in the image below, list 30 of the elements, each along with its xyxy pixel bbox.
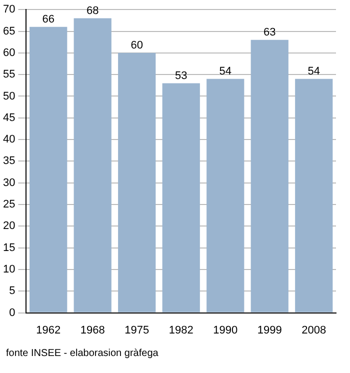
x-tick-label: 1990: [213, 324, 238, 336]
x-tick-label: 1975: [124, 324, 150, 336]
y-tick-label: 30: [2, 176, 16, 189]
y-tick-label: 40: [2, 134, 16, 146]
y-tick-label: 70: [2, 4, 16, 16]
data-label: 66: [42, 13, 54, 26]
y-tick-label: 5: [9, 285, 16, 298]
y-tick-label: 65: [2, 25, 16, 38]
source-note: fonte INSEE - elaborasion gràfega: [5, 348, 160, 359]
y-tick-label: 45: [2, 112, 16, 124]
x-tick-label: 2008: [302, 324, 326, 336]
x-tick-label: 1999: [257, 324, 282, 336]
data-label: 60: [130, 39, 143, 52]
y-tick-label: 10: [2, 264, 16, 276]
x-tick-label: 1962: [36, 324, 61, 336]
y-tick-label: 35: [2, 155, 16, 168]
y-tick-label: 15: [2, 242, 16, 254]
y-tick-label: 20: [2, 220, 16, 232]
data-label: 54: [308, 65, 320, 78]
y-tick-label: 50: [2, 90, 16, 102]
y-tick-label: 55: [2, 68, 16, 81]
x-tick-label: 1982: [168, 324, 194, 336]
data-label: 54: [219, 65, 232, 78]
data-label: 63: [263, 26, 276, 38]
data-label: 68: [86, 4, 99, 17]
x-tick-label: 1968: [80, 324, 105, 336]
y-tick-label: 0: [9, 306, 16, 319]
y-tick-label: 25: [2, 198, 16, 211]
y-tick-label: 60: [2, 46, 16, 59]
data-label: 53: [174, 70, 188, 82]
